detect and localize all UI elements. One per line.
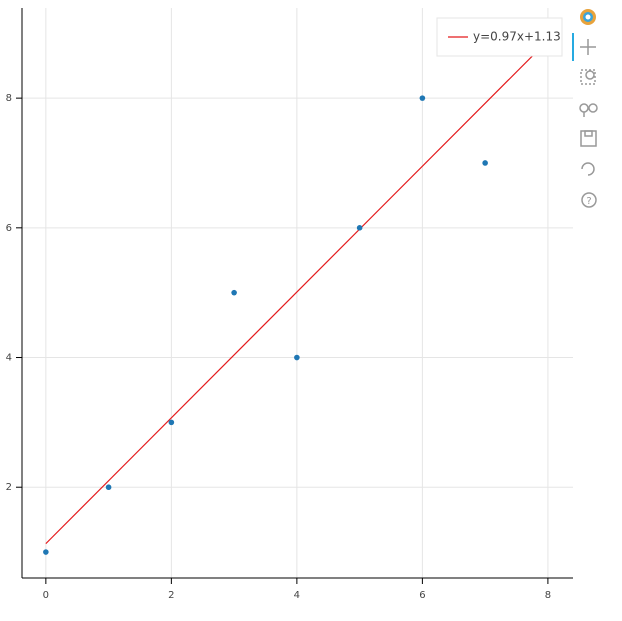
point bbox=[294, 354, 300, 361]
reset-tool[interactable] bbox=[581, 162, 595, 176]
wheel-zoom-tool[interactable] bbox=[579, 103, 598, 117]
point bbox=[43, 549, 49, 555]
point bbox=[482, 160, 488, 166]
y-tick-label: 6 bbox=[6, 223, 12, 234]
y-tick-label: 2 bbox=[6, 482, 12, 493]
point bbox=[231, 289, 237, 296]
legend-label: y=0.97x+1.13 bbox=[473, 30, 561, 44]
fit-line bbox=[45, 39, 549, 545]
x-tick-label: 0 bbox=[43, 590, 49, 601]
y-tick-label: 4 bbox=[6, 353, 12, 364]
active-tool-indicator bbox=[572, 33, 574, 61]
toolbar: ? bbox=[572, 9, 598, 208]
box-zoom-tool[interactable] bbox=[580, 69, 596, 85]
point bbox=[356, 225, 363, 231]
x-tick-label: 2 bbox=[168, 590, 174, 601]
pan-tool[interactable] bbox=[580, 39, 596, 55]
help-tool[interactable]: ? bbox=[581, 192, 597, 208]
save-tool[interactable] bbox=[580, 130, 597, 147]
bokeh-logo[interactable] bbox=[580, 9, 596, 25]
x-tick-label: 8 bbox=[545, 590, 551, 601]
x-tick-label: 4 bbox=[294, 590, 300, 601]
point bbox=[105, 484, 112, 491]
point bbox=[419, 95, 426, 101]
svg-text:?: ? bbox=[586, 196, 591, 207]
point bbox=[168, 419, 175, 426]
y-tick-label: 8 bbox=[6, 93, 12, 104]
x-tick-label: 6 bbox=[419, 590, 425, 601]
